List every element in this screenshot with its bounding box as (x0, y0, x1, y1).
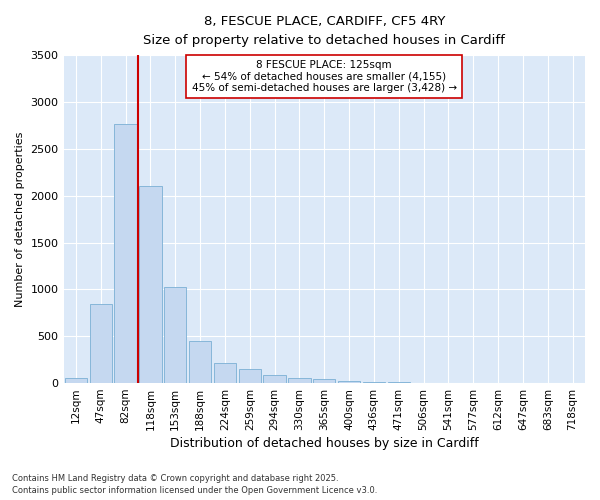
Bar (164, 286, 187, 383)
Bar (239, 369, 261, 383)
Bar (115, 124, 137, 383)
Bar (338, 380, 360, 383)
X-axis label: Distribution of detached houses by size in Cardiff: Distribution of detached houses by size … (170, 437, 479, 450)
Text: Contains HM Land Registry data © Crown copyright and database right 2025.
Contai: Contains HM Land Registry data © Crown c… (12, 474, 377, 495)
Bar (65, 378, 87, 383)
Y-axis label: Number of detached properties: Number of detached properties (15, 132, 25, 307)
Bar (388, 382, 410, 383)
Bar (214, 364, 236, 383)
Text: 8 FESCUE PLACE: 125sqm
← 54% of detached houses are smaller (4,155)
45% of semi-: 8 FESCUE PLACE: 125sqm ← 54% of detached… (192, 60, 457, 93)
Title: 8, FESCUE PLACE, CARDIFF, CF5 4RY
Size of property relative to detached houses i: 8, FESCUE PLACE, CARDIFF, CF5 4RY Size o… (143, 15, 505, 47)
Bar (313, 380, 335, 383)
Bar (288, 378, 311, 383)
Bar (363, 382, 385, 383)
Bar (89, 304, 112, 383)
Bar (263, 375, 286, 383)
Bar (189, 341, 211, 383)
Bar (139, 186, 161, 383)
